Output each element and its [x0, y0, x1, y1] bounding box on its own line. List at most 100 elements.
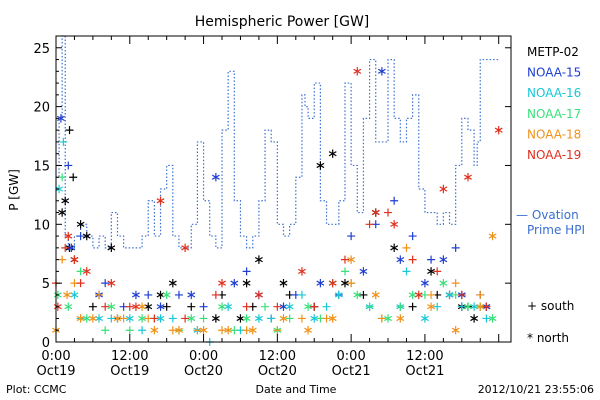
y-tick-label: 15	[33, 159, 50, 174]
north-point	[58, 208, 67, 217]
north-point	[218, 278, 226, 288]
south-point	[162, 302, 171, 311]
south-point	[402, 267, 411, 276]
north-point	[61, 196, 70, 205]
north-point	[76, 314, 85, 323]
north-point	[162, 290, 171, 300]
north-point	[470, 302, 479, 311]
north-point	[55, 184, 64, 194]
north-point	[384, 314, 392, 323]
north-point	[488, 314, 497, 323]
y-tick-label: 25	[33, 42, 50, 57]
north-point	[347, 255, 356, 264]
north-point	[396, 255, 405, 264]
north-point	[254, 255, 263, 264]
legend-north-label: * north	[527, 331, 569, 345]
ovation-hpi-line	[56, 35, 499, 249]
north-point	[334, 290, 343, 300]
south-point	[285, 314, 294, 323]
north-point	[168, 278, 177, 288]
south-point	[101, 326, 110, 335]
north-point	[156, 196, 165, 205]
chart-title: Hemispheric Power [GW]	[195, 14, 370, 30]
south-point	[482, 314, 491, 323]
north-point	[390, 243, 399, 253]
north-point	[82, 231, 91, 241]
south-point	[88, 302, 97, 311]
south-point	[119, 314, 128, 323]
legend-south-label: + south	[527, 299, 574, 313]
north-point	[76, 220, 85, 229]
x-tick-date-label: Oct19	[36, 364, 75, 379]
south-point	[181, 314, 190, 323]
legend-entry: NOAA-16	[527, 86, 581, 100]
south-point	[193, 326, 202, 335]
x-axis: 0:00Oct1912:00Oct190:00Oct2012:00Oct200:…	[36, 36, 500, 379]
south-point	[322, 314, 331, 323]
north-point	[353, 290, 362, 300]
north-point	[341, 278, 349, 288]
north-point	[64, 302, 73, 311]
ovation-series	[56, 35, 499, 249]
north-point	[445, 290, 454, 300]
x-tick-time-label: 12:00	[259, 349, 296, 364]
north-point	[95, 314, 103, 323]
north-point	[439, 184, 448, 194]
north-point	[187, 290, 196, 300]
south-point	[125, 302, 134, 311]
south-point	[107, 314, 116, 323]
north-point	[470, 314, 479, 323]
north-point	[64, 231, 73, 241]
legend-ovation-label: — Ovation	[516, 208, 579, 222]
south-point	[242, 326, 251, 335]
south-point	[76, 279, 85, 288]
north-point	[279, 278, 288, 288]
north-point	[107, 278, 116, 288]
south-point	[218, 326, 227, 335]
north-point	[131, 302, 140, 311]
south-point	[95, 290, 104, 299]
south-point	[58, 173, 67, 182]
north-point	[131, 290, 140, 300]
north-point	[242, 314, 251, 323]
north-point	[156, 302, 165, 311]
north-point	[316, 161, 325, 170]
south-point	[273, 326, 282, 335]
south-point	[427, 255, 436, 264]
legend-entry: METP-02	[527, 45, 579, 59]
south-point	[242, 267, 251, 276]
x-axis-label: Date and Time	[256, 383, 337, 396]
south-point	[347, 279, 356, 288]
north-point	[328, 278, 337, 288]
legend-entry: NOAA-18	[527, 127, 581, 141]
x-tick-time-label: 0:00	[189, 349, 218, 364]
south-point	[402, 243, 411, 252]
north-point	[488, 231, 497, 241]
north-point	[88, 314, 97, 323]
south-point	[144, 290, 153, 299]
y-tick-label: 0	[42, 336, 50, 351]
north-point	[254, 314, 263, 323]
north-point	[396, 314, 405, 323]
north-point	[211, 173, 220, 182]
south-point	[340, 267, 349, 276]
north-point	[236, 314, 245, 323]
south-point	[174, 290, 183, 299]
north-point	[67, 243, 76, 253]
north-point	[138, 302, 147, 311]
north-point	[377, 67, 386, 76]
south-point	[340, 255, 349, 264]
south-point	[322, 302, 331, 311]
legend-ovation-label-2: Prime HPI	[527, 223, 585, 237]
south-point	[310, 302, 319, 311]
x-tick-time-label: 0:00	[337, 349, 366, 364]
north-point	[353, 67, 362, 76]
north-point	[107, 243, 116, 253]
south-point	[390, 196, 399, 205]
north-point	[304, 326, 313, 335]
south-point	[384, 208, 393, 217]
south-point	[64, 161, 73, 170]
south-point	[347, 232, 356, 241]
south-point	[365, 302, 374, 311]
plot-credit: Plot: CCMC	[6, 383, 67, 396]
